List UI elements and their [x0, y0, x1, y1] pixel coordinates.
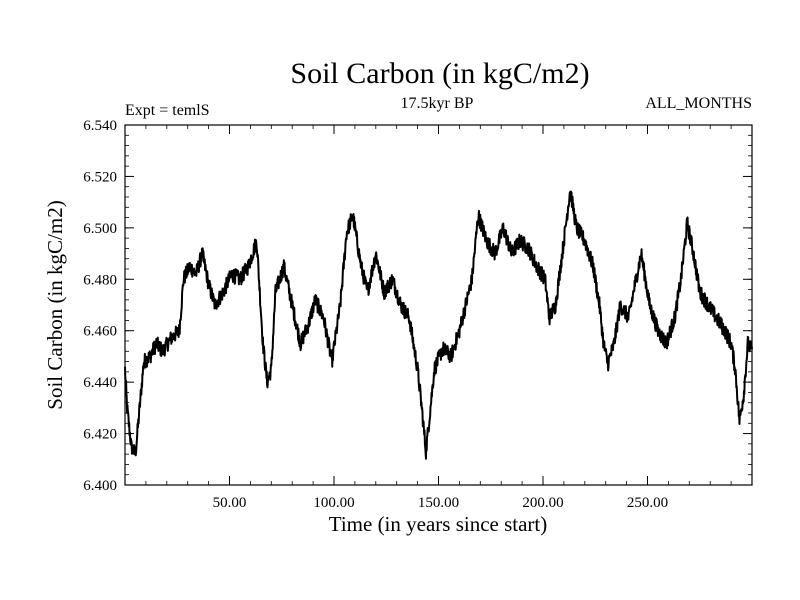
plot-frame: [124, 124, 753, 486]
y-tick-label: 6.520: [83, 169, 117, 185]
series-line: [124, 190, 753, 460]
experiment-label: Expt = temlS: [125, 102, 210, 119]
y-tick-label: 6.460: [83, 324, 117, 340]
y-tick-label: 6.480: [83, 272, 117, 288]
x-tick-label: 50.00: [213, 495, 247, 511]
chart-subtitle: 17.5kyr BP: [401, 95, 474, 112]
y-axis-label: Soil Carbon (in kgC/m2): [43, 200, 67, 409]
months-label: ALL_MONTHS: [645, 95, 752, 112]
chart-title: Soil Carbon (in kgC/m2): [290, 57, 589, 90]
x-tick-label: 150.00: [418, 495, 459, 511]
x-tick-label: 250.00: [627, 495, 668, 511]
y-tick-label: 6.540: [83, 118, 117, 134]
y-axis-ticks: 6.400 6.420 6.440 6.460 6.480 6.500 6.520 6.540: [83, 118, 752, 494]
y-tick-label: 6.420: [83, 427, 117, 443]
x-tick-label: 100.00: [313, 495, 354, 511]
y-tick-label: 6.500: [83, 221, 117, 237]
x-tick-label: 200.00: [522, 495, 563, 511]
y-tick-label: 6.440: [83, 375, 117, 391]
x-axis-label: Time (in years since start): [329, 512, 548, 536]
y-tick-label: 6.400: [83, 478, 117, 494]
x-axis-ticks: 50.00 100.00 150.00 200.00 250.00: [124, 125, 753, 511]
